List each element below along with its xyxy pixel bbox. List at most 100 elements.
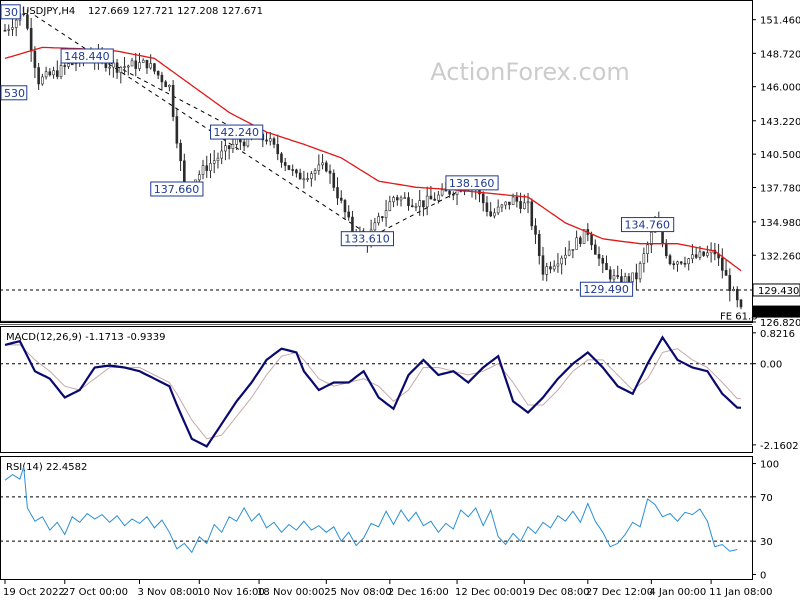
candle	[508, 201, 511, 210]
candle-body	[433, 198, 436, 201]
price-annotation-text: 129.490	[583, 283, 629, 296]
candle-body	[33, 50, 37, 68]
candle-body	[493, 212, 496, 217]
x-tick-label: 2 Dec 16:00	[388, 587, 449, 598]
candle	[224, 138, 227, 161]
candle	[384, 199, 388, 227]
candle-body	[56, 70, 59, 77]
candle-body	[407, 197, 410, 206]
price-annotation-text: 137.660	[154, 183, 200, 196]
candle-body	[280, 153, 283, 163]
candle	[130, 57, 134, 67]
candle	[343, 198, 347, 220]
candle	[347, 205, 351, 221]
macd-header: MACD(12,26,9) -1.1713 -0.9339	[6, 332, 166, 343]
candle	[601, 254, 605, 274]
x-tick-label: 11 Jan 08:00	[709, 587, 772, 598]
candle-body	[418, 200, 422, 207]
candle-body	[515, 196, 519, 202]
rsi-y-tick-label: 70	[760, 493, 773, 504]
candle	[119, 66, 123, 84]
candle-body	[179, 142, 182, 162]
candle	[500, 203, 504, 213]
candle-body	[22, 13, 25, 16]
candle-body	[575, 237, 578, 250]
x-tick-label: 4 Jan 00:00	[649, 587, 706, 598]
candle-body	[403, 197, 407, 199]
candle-body	[410, 205, 414, 207]
candle	[11, 17, 14, 36]
price-annotation: 530	[0, 85, 28, 101]
candle-body	[485, 202, 489, 212]
candle-body	[422, 200, 425, 208]
candle	[575, 230, 578, 250]
moving-average-line	[4, 46, 742, 272]
rsi-y-tick-label: 100	[760, 460, 779, 471]
candle	[437, 190, 440, 204]
macd-y-tick-label: -2.1602	[760, 441, 799, 452]
candle	[608, 266, 612, 285]
candle-body	[549, 266, 552, 270]
candle-body	[616, 275, 620, 277]
candle-body	[519, 201, 522, 209]
price-annotation-box	[150, 181, 204, 197]
level-tag-box	[752, 283, 800, 297]
candle-body	[534, 225, 537, 235]
candle	[268, 131, 272, 146]
candle	[41, 73, 44, 86]
candle-body	[138, 62, 141, 69]
candle	[593, 239, 597, 255]
candle-body	[392, 197, 395, 203]
candle-body	[608, 269, 612, 280]
candle	[265, 131, 268, 145]
candle-body	[664, 242, 668, 256]
candle-body	[489, 211, 492, 217]
rsi-lines	[0, 466, 752, 554]
candle-body	[545, 266, 549, 275]
candle-body	[108, 66, 111, 69]
candle-body	[683, 262, 687, 265]
candle	[153, 63, 156, 75]
price-annotation-box	[210, 124, 264, 140]
candle-body	[437, 194, 440, 201]
candle-body	[212, 160, 216, 164]
candle-body	[115, 62, 119, 73]
candle-body	[627, 276, 631, 282]
candle	[134, 53, 138, 77]
candle	[276, 134, 280, 161]
candle	[407, 192, 410, 211]
candle-body	[504, 201, 507, 206]
candle-body	[571, 249, 575, 251]
candle-body	[235, 138, 238, 145]
candle-body	[112, 62, 115, 68]
candle-body	[452, 193, 455, 196]
candle-body	[612, 275, 616, 280]
candle	[168, 84, 171, 92]
candle	[582, 229, 586, 245]
candle-body	[130, 60, 134, 67]
candle	[422, 200, 425, 217]
candle-body	[414, 205, 418, 208]
candle-body	[579, 237, 582, 245]
candle-body	[384, 210, 388, 219]
candle	[564, 247, 567, 266]
candle	[56, 60, 59, 80]
candle-body	[567, 249, 571, 256]
candle	[149, 54, 153, 70]
candle-body	[242, 141, 246, 147]
candle	[123, 56, 126, 74]
candle	[324, 160, 328, 173]
candle-body	[347, 211, 351, 218]
candle-body	[317, 164, 321, 171]
candle	[399, 195, 403, 207]
macd-panel-frame	[0, 326, 753, 453]
candle-body	[153, 63, 156, 72]
candle-body	[332, 172, 336, 188]
price-y-tick-label: 143.220	[760, 117, 800, 128]
candle-body	[691, 254, 694, 260]
candle	[332, 169, 336, 192]
price-annotation-text: 30	[4, 6, 18, 19]
candle-body	[721, 257, 724, 271]
candle	[668, 253, 672, 266]
candle	[605, 255, 608, 271]
